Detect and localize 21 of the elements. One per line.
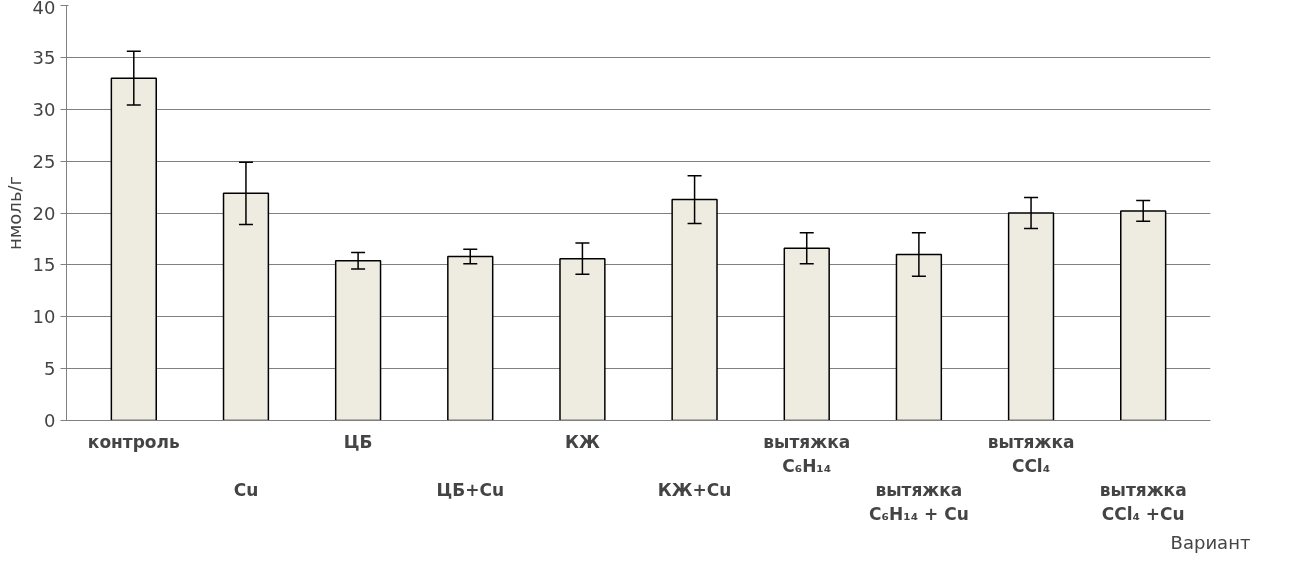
y-tick-label: 35	[32, 46, 56, 68]
x-axis-title: Вариант	[1170, 531, 1251, 553]
x-tick-label: Cu	[233, 479, 259, 500]
x-tick-label: вытяжка CCl₄ +Cu	[1099, 479, 1187, 524]
x-tick-label: вытяжка C₆H₁₄ + Cu	[869, 479, 969, 524]
x-tick-label: контроль	[87, 431, 180, 452]
y-tick-label: 15	[32, 254, 56, 276]
y-tick-label: 0	[44, 410, 56, 431]
x-tick-label: вытяжка CCl₄	[987, 431, 1075, 476]
y-axis-title: нмоль/г	[3, 176, 25, 250]
x-tick-label: КЖ+Cu	[657, 479, 732, 500]
y-tick-label: 25	[32, 150, 56, 172]
x-tick-label: вытяжка C₆H₁₄	[763, 431, 851, 476]
x-tick-label: КЖ	[565, 431, 600, 452]
y-tick-label: 20	[32, 202, 56, 224]
y-tick-label: 30	[32, 98, 56, 120]
x-tick-label: ЦБ	[343, 431, 373, 452]
y-tick-label: 10	[32, 306, 56, 328]
x-tick-label: ЦБ+Cu	[436, 479, 505, 500]
y-tick-label: 5	[44, 358, 56, 380]
y-tick-label: 40	[32, 0, 56, 18]
